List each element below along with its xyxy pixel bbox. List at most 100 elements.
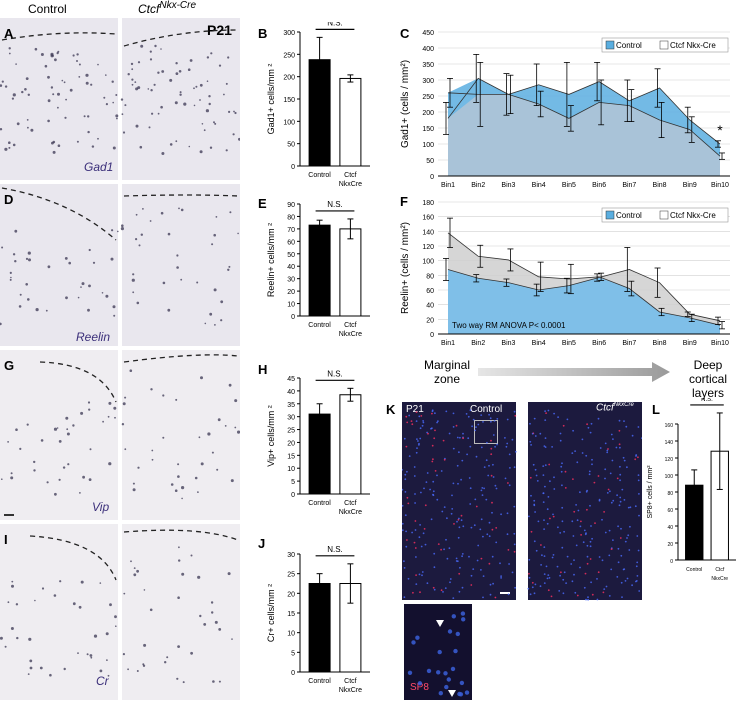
nucleus	[460, 611, 466, 616]
x-tick-label: NkxCre	[339, 331, 362, 338]
fluor-dot	[419, 524, 421, 526]
fluor-dot	[529, 476, 532, 479]
fluor-dot	[618, 504, 621, 507]
cell-dot	[150, 89, 153, 92]
fluor-dot	[572, 535, 575, 537]
panel-letter-k: K	[386, 402, 396, 417]
fluor-dot	[455, 424, 458, 427]
micrograph-control-cr	[0, 524, 118, 700]
cell-dot	[123, 592, 126, 595]
y-tick-label: 200	[422, 110, 434, 117]
gradient-left-label: Marginal zone	[424, 358, 470, 386]
fluor-dot	[590, 422, 593, 425]
cell-dot	[167, 308, 171, 312]
fluor-dot	[626, 537, 628, 539]
micrograph-ctcf-cr	[122, 524, 240, 700]
fluor-dot	[416, 438, 418, 440]
fluor-dot	[617, 547, 620, 550]
fluor-dot	[552, 515, 555, 518]
cell-dot	[179, 91, 182, 94]
panel-letter-e: E	[258, 196, 267, 211]
nucleus	[455, 631, 460, 637]
fluor-dot	[560, 571, 562, 574]
cell-dot	[231, 638, 233, 640]
fluor-dot	[417, 440, 419, 442]
nucleus	[450, 666, 456, 672]
x-tick-label: Bin5	[562, 182, 576, 189]
cell-dot	[78, 76, 81, 78]
fluor-dot	[619, 496, 622, 499]
arrowhead-icon	[448, 690, 456, 697]
fluor-dot	[623, 568, 626, 570]
cell-dot	[211, 611, 214, 614]
x-tick-label: NkxCre	[339, 509, 362, 516]
cell-dot	[197, 575, 201, 579]
fluor-dot	[480, 569, 482, 571]
fluor-dot	[414, 520, 417, 522]
x-tick-label: NkxCre	[339, 687, 362, 694]
cell-dot	[205, 109, 209, 113]
fluor-dot	[492, 476, 495, 478]
fluor-dot	[421, 571, 424, 573]
cell-dot	[199, 614, 202, 618]
cell-dot	[10, 472, 13, 475]
fluor-dot	[462, 525, 465, 528]
fluor-dot	[415, 574, 417, 576]
fluor-dot	[440, 470, 443, 472]
fluor-dot	[431, 410, 434, 413]
nucleus	[415, 635, 420, 640]
cell-dot	[162, 394, 165, 397]
cell-dot	[66, 432, 70, 436]
fluor-dot	[547, 409, 550, 412]
cell-dot	[149, 608, 153, 612]
cell-dot	[25, 283, 29, 286]
cell-dot	[174, 101, 178, 105]
cell-dot	[121, 224, 124, 227]
fluor-dot	[619, 500, 622, 503]
cell-dot	[210, 601, 214, 604]
gradient-right-label: Deep cortical layers	[676, 358, 740, 400]
cell-dot	[149, 220, 152, 222]
x-tick-label: Control	[308, 322, 331, 329]
cell-dot	[90, 83, 93, 86]
fluor-dot	[471, 425, 473, 428]
cell-dot	[77, 296, 80, 299]
y-tick-label: 350	[422, 62, 434, 69]
cell-dot	[8, 47, 11, 50]
fluor-dot	[427, 432, 429, 435]
nucleus	[446, 677, 451, 682]
cell-dot	[190, 651, 194, 655]
fluor-dot	[441, 510, 444, 513]
cell-dot	[209, 146, 213, 149]
fluor-dot	[533, 417, 536, 420]
fluor-dot	[469, 487, 472, 490]
fluor-dot	[533, 504, 536, 507]
gene-label-cr: Cr	[96, 674, 109, 688]
fluor-dot	[475, 426, 477, 428]
legend-label: Control	[616, 211, 642, 220]
cell-dot	[112, 101, 114, 104]
fluor-dot	[434, 429, 436, 432]
fluor-dot	[546, 577, 549, 580]
annotation: Two way RM ANOVA P< 0.0001	[452, 321, 566, 330]
fluor-dot	[573, 510, 576, 513]
y-tick-label: 20	[287, 440, 295, 447]
cell-dot	[87, 130, 90, 134]
fluor-dot	[491, 511, 493, 514]
fluor-dot	[449, 578, 452, 580]
fluor-dot	[634, 458, 637, 461]
cell-dot	[16, 122, 20, 126]
cell-dot	[21, 90, 24, 94]
fluor-dot	[488, 562, 491, 565]
cell-dot	[65, 98, 67, 101]
fluor-dot	[431, 412, 433, 415]
fluor-dot	[460, 478, 462, 481]
y-tick-label: 40	[667, 525, 673, 531]
gene-label-gad1: Gad1	[84, 160, 114, 174]
nucleus	[458, 692, 464, 697]
fluor-dot	[404, 478, 407, 481]
panel-letter-l: L	[652, 402, 660, 417]
y-tick-label: 50	[287, 252, 295, 259]
fluor-dot	[530, 444, 532, 446]
fluor-dot	[544, 437, 547, 439]
